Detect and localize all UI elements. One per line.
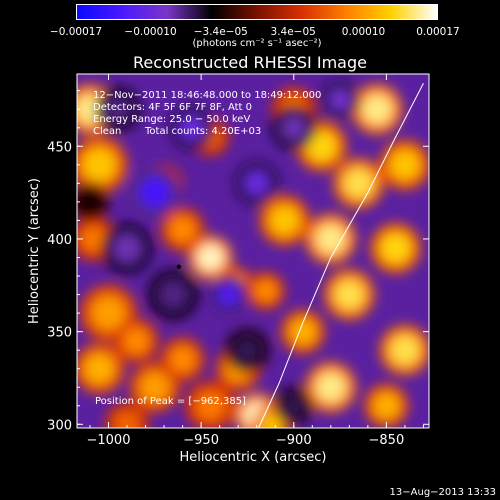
annotation-peak-position: Position of Peak = [−962,385] [95,396,246,407]
x-tick-label: −950 [183,433,219,448]
solar-limb-line [258,83,424,428]
heatmap-blob [139,372,170,403]
y-tick-label: 400 [47,233,72,248]
heatmap-blob [373,392,400,419]
colorbar-tick-label: 0.00017 [416,26,460,38]
heatmap-blob [91,296,126,330]
heatmap-blob [234,337,261,364]
heatmap-blob [104,96,131,123]
heatmap-blob [260,413,283,428]
colorbar [76,4,438,20]
heatmap-blob [390,335,420,365]
heatmap-blob [195,390,226,421]
peak-marker [176,264,182,269]
y-tick-label: 450 [47,140,72,155]
heatmap-blob [112,233,142,264]
heatmap-blob [243,170,270,197]
heatmap-blob [328,88,352,112]
x-axis-label: Heliocentric X (arcsec) [180,450,327,465]
annotation-detectors: Detectors: 4F 5F 6F 7F 8F, Att 0 [93,102,253,113]
heatmap-blob [169,346,196,373]
heatmap-blob [282,394,305,417]
y-axis-label: Heliocentric Y (arcsec) [27,178,42,324]
y-tick-label: 300 [47,418,72,433]
colorbar-tick-label: −3.4e−05 [193,26,248,38]
heatmap-blob [80,225,107,252]
heatmap-blob [82,148,116,182]
heatmap-blob [178,114,205,141]
colorbar-units: (photons cm⁻² s⁻¹ asec⁻²) [192,38,322,49]
heatmap-blob [78,190,102,214]
colorbar-tick-label: −0.00010 [124,26,177,38]
annotation-time: 12−Nov−2011 18:46:48.000 to 18:49:12.000 [93,90,322,101]
heatmap-blob [169,216,196,243]
heatmap-blob [197,244,224,271]
x-tick-label: −1000 [87,433,131,448]
x-tick-label: −850 [369,433,405,448]
footer-date: 13−Aug−2013 13:33 [389,487,496,498]
heatmap-blob [334,279,365,310]
annotation-energy: Energy Range: 25.0 − 50.0 keV [93,114,251,125]
heatmap-blob [306,131,337,162]
heatmap-blob [390,149,420,180]
colorbar-tick-label: 0.00010 [341,26,386,38]
annotation-counts: Total counts: 4.20E+03 [145,126,262,137]
heatmap-blobs [77,81,429,428]
heatmap-blob [380,233,411,264]
heatmap-blob [280,114,307,141]
heatmap-blob [114,411,140,428]
heatmap-blob [315,224,346,254]
heatmap-blob [343,168,374,199]
heatmap-blob [254,279,278,302]
x-tick-label: −900 [276,433,312,448]
heatmap-blob [315,372,346,403]
colorbar-tick-label: 3.4e−05 [270,26,316,38]
y-tick-label: 350 [47,326,72,341]
plot-frame [76,73,430,429]
heatmap-blob [217,283,241,306]
heatmap-blob [269,205,300,236]
annotation-clean: Clean [93,126,122,137]
chart-title: Reconstructed RHESSI Image [133,53,367,72]
heatmap-blob [139,177,170,208]
heatmap-blob [362,94,392,125]
heatmap-blob [158,279,189,310]
heatmap-blob [123,327,150,354]
heatmap-blob [84,353,115,384]
colorbar-tick-label: −0.00017 [49,26,103,38]
